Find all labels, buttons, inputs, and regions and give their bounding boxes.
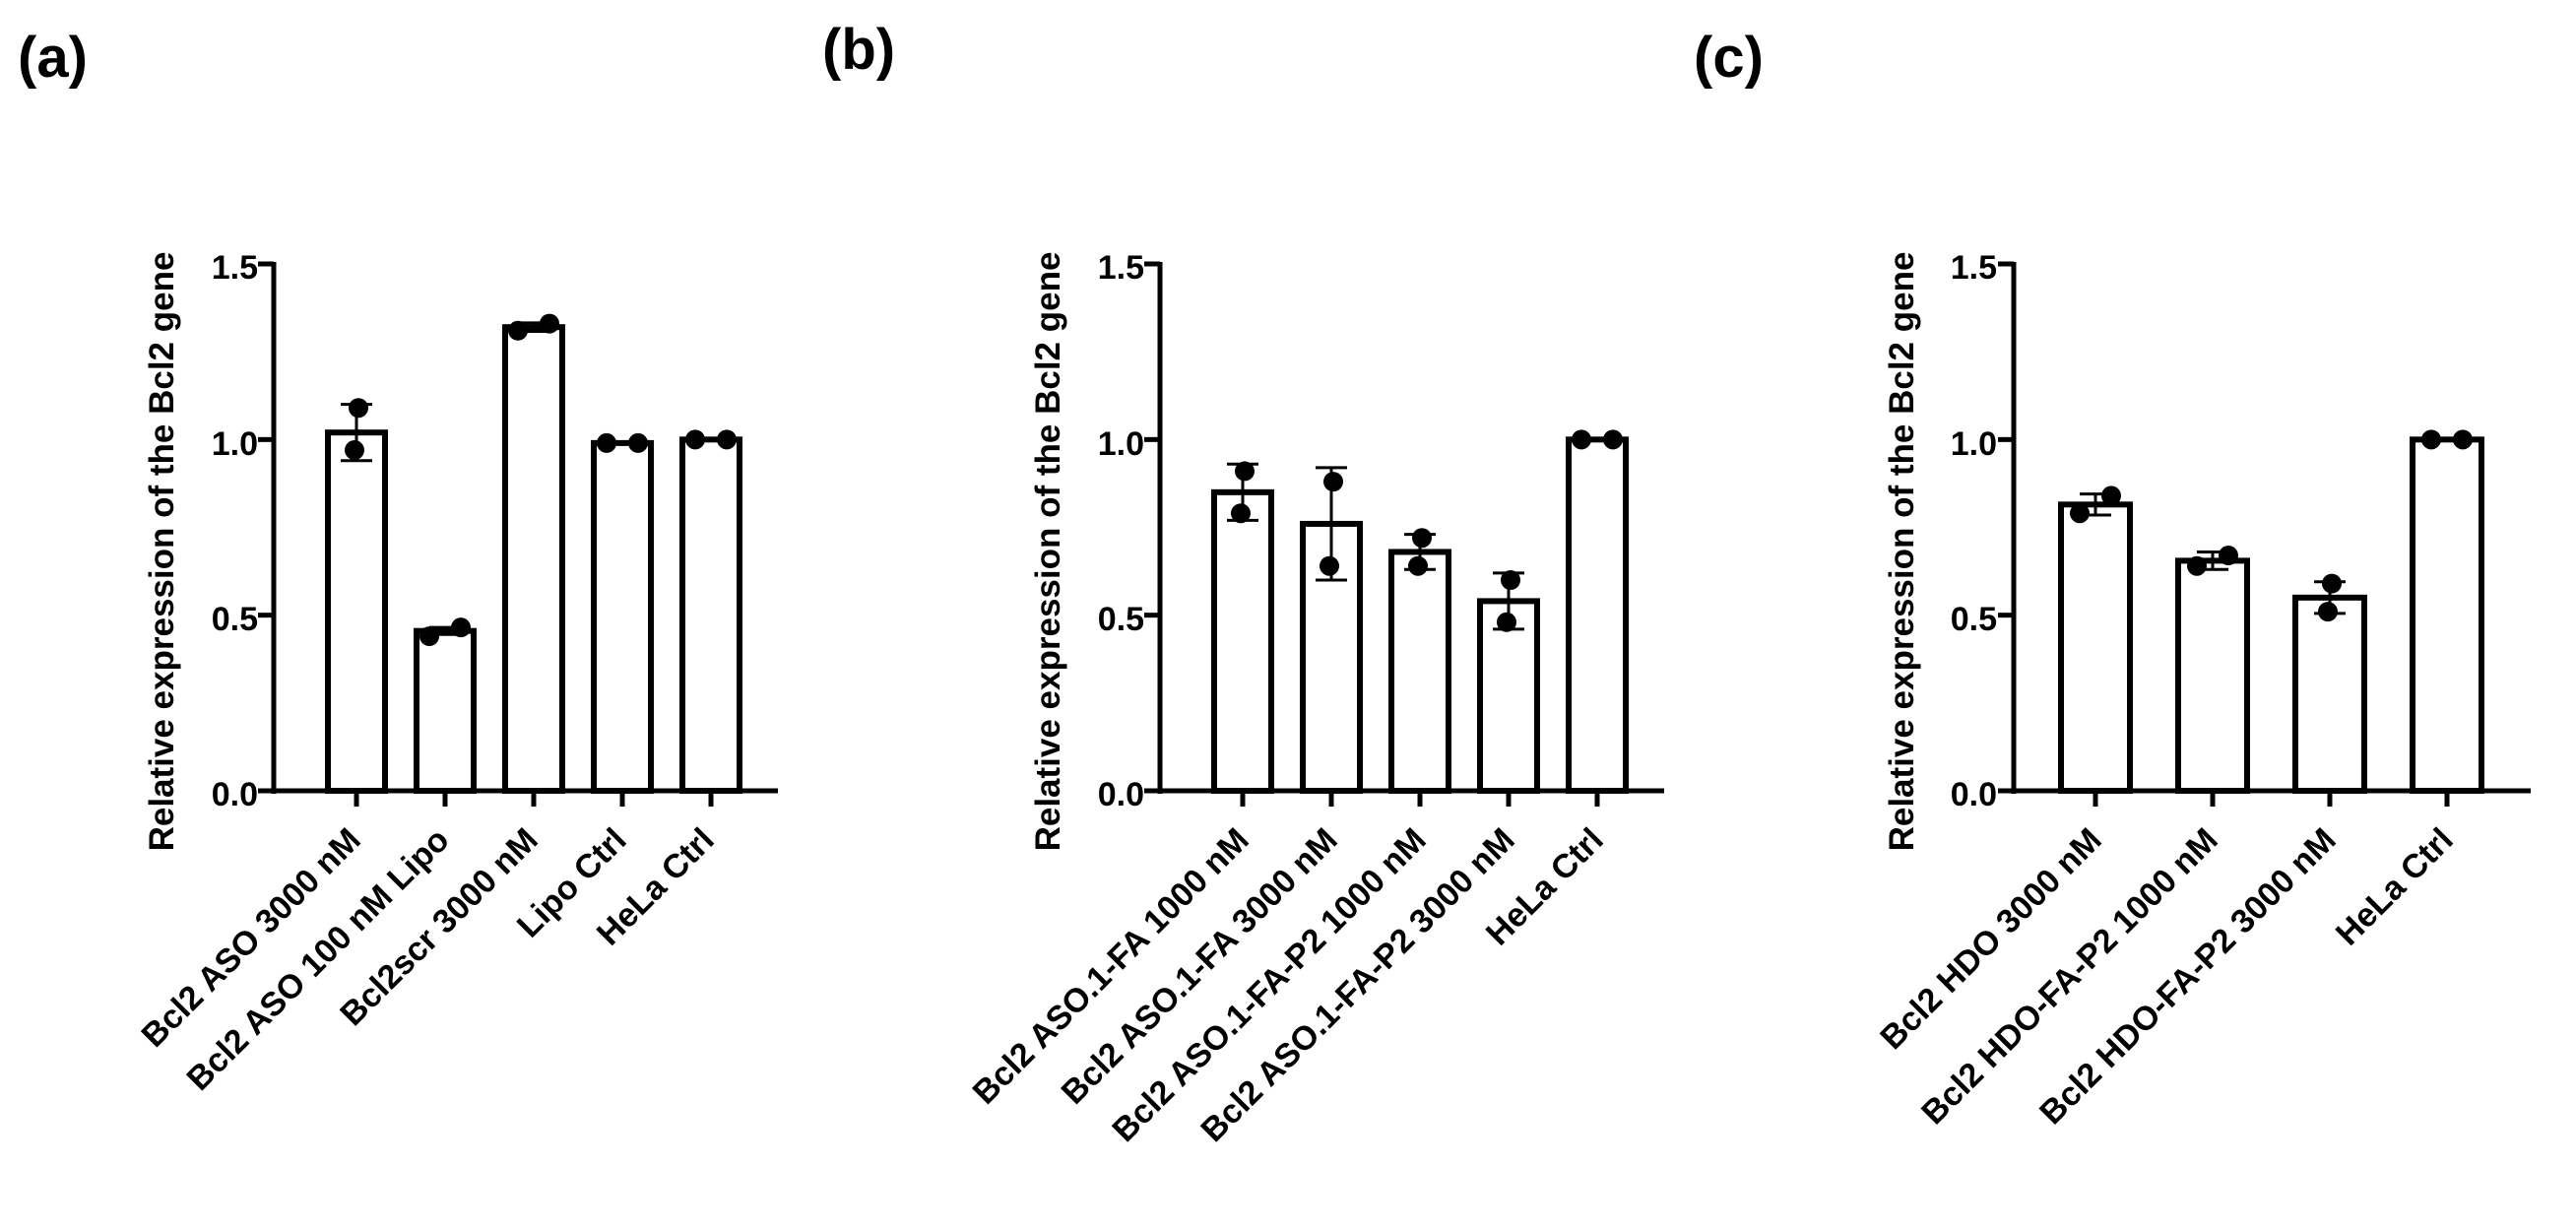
data-point — [1603, 429, 1623, 450]
data-point — [628, 432, 648, 453]
data-point — [508, 320, 528, 341]
bar — [2292, 594, 2367, 794]
panel-c-ytick-1.5: 1.5 — [1951, 249, 1997, 287]
data-point — [540, 313, 559, 334]
data-point — [1572, 429, 1591, 450]
panel-b-ytick-1.0: 1.0 — [1098, 425, 1144, 463]
bar — [1211, 488, 1274, 794]
bar — [2410, 436, 2484, 794]
bar — [679, 436, 742, 794]
data-point — [2101, 486, 2121, 506]
data-point — [1497, 612, 1516, 632]
panel-b-ytick-0.0: 0.0 — [1098, 776, 1144, 813]
panel-a-ytick-1.5: 1.5 — [212, 249, 258, 287]
data-point — [419, 626, 439, 647]
panel-b-ytick-0.5: 0.5 — [1098, 601, 1144, 638]
bar — [414, 627, 477, 795]
data-point — [2322, 573, 2342, 594]
data-point — [685, 429, 705, 450]
panel-b: (b) Relative expression of the Bcl2 gene… — [822, 18, 1664, 1149]
panel-a: (a) Relative expression of the Bcl2 gene… — [18, 26, 778, 1098]
panel-a-plot — [258, 261, 778, 807]
data-point — [1412, 528, 1432, 549]
data-point — [717, 429, 737, 450]
panel-c: (c) Relative expression of the Bcl2 gene… — [1694, 26, 2531, 1132]
data-point — [2187, 555, 2207, 576]
panel-c-ytick-1.0: 1.0 — [1951, 425, 1997, 463]
data-point — [2219, 546, 2238, 566]
data-point — [1231, 503, 1251, 524]
bar — [325, 429, 388, 794]
bar — [2058, 501, 2133, 794]
panel-a-categories: Bcl2 ASO 3000 nM Bcl2 ASO 100 nM Lipo Bc… — [135, 821, 722, 1098]
panel-b-letter: (b) — [822, 18, 895, 82]
panel-c-plot — [1998, 261, 2531, 807]
panel-b-ylabel: Relative expression of the Bcl2 gene — [1029, 252, 1067, 852]
panel-c-ytick-0.5: 0.5 — [1951, 601, 1997, 638]
bar — [591, 439, 654, 794]
panel-a-ylabel: Relative expression of the Bcl2 gene — [143, 252, 181, 852]
panel-c-category-label: HeLa Ctrl — [2329, 821, 2461, 953]
panel-b-categories: Bcl2 ASO.1-FA 1000 nM Bcl2 ASO.1-FA 3000… — [966, 821, 1611, 1149]
data-point — [2453, 429, 2473, 450]
data-point — [2070, 503, 2090, 524]
data-point — [1235, 461, 1255, 482]
panel-c-category-label: Bcl2 HDO 3000 nM — [1873, 821, 2108, 1057]
data-point — [2421, 429, 2441, 450]
panel-c-ytick-0.0: 0.0 — [1951, 776, 1997, 813]
data-point — [1501, 570, 1520, 590]
panel-a-yticks: 1.5 1.0 0.5 0.0 — [212, 249, 258, 813]
data-point — [345, 440, 364, 461]
bar — [1388, 549, 1451, 795]
panel-a-ytick-0.0: 0.0 — [212, 776, 258, 813]
panel-c-ylabel: Relative expression of the Bcl2 gene — [1883, 252, 1921, 852]
bar — [2175, 557, 2250, 795]
panel-a-ytick-1.0: 1.0 — [212, 425, 258, 463]
panel-a-letter: (a) — [18, 26, 88, 90]
panel-a-ytick-0.5: 0.5 — [212, 601, 258, 638]
panel-b-ytick-1.5: 1.5 — [1098, 249, 1144, 287]
data-point — [349, 398, 368, 419]
data-point — [1323, 472, 1343, 492]
panel-c-letter: (c) — [1694, 26, 1764, 90]
data-point — [1408, 555, 1428, 576]
bar — [1566, 436, 1629, 794]
panel-c-yticks: 1.5 1.0 0.5 0.0 — [1951, 249, 1997, 813]
data-point — [2318, 602, 2338, 622]
data-point — [1320, 555, 1339, 576]
panel-b-yticks: 1.5 1.0 0.5 0.0 — [1098, 249, 1144, 813]
panel-c-categories: Bcl2 HDO 3000 nM Bcl2 HDO-FA-P2 1000 nM … — [1873, 821, 2460, 1132]
panel-b-plot — [1144, 261, 1664, 807]
data-point — [597, 432, 616, 453]
data-point — [451, 617, 471, 638]
bar — [502, 324, 565, 794]
